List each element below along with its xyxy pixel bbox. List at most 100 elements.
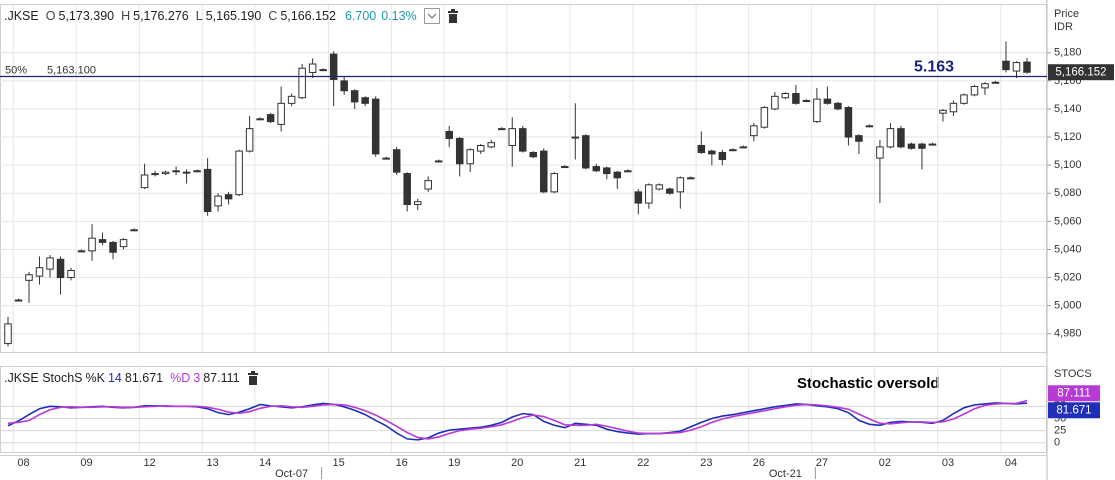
- candle-body: [14, 299, 23, 302]
- k-name: %K: [85, 371, 105, 385]
- candle-body: [350, 90, 359, 103]
- candle-body: [540, 150, 548, 193]
- candle-body: [792, 93, 800, 104]
- y-tick-label: 25: [1054, 425, 1066, 437]
- candle-body: [666, 188, 674, 194]
- x-tick-label: 14: [259, 457, 271, 469]
- candle-body: [708, 150, 716, 155]
- candle-body: [277, 102, 285, 125]
- y-tick-label: 5,000: [1054, 300, 1082, 312]
- header-value: 5,166.152: [280, 9, 336, 23]
- candle-body: [624, 170, 632, 173]
- x-tick-label: 02: [879, 457, 891, 469]
- candle-body: [308, 63, 317, 73]
- candle-body: [603, 167, 611, 175]
- x-tick-label: 03: [942, 457, 954, 469]
- x-tick-label: 04: [1005, 457, 1017, 469]
- stoch-line: [7, 399, 1028, 440]
- candle-body: [434, 160, 443, 163]
- candle-body: [865, 125, 874, 128]
- candle-body: [781, 93, 790, 99]
- stoch-axis-label: STOCS: [1054, 368, 1092, 380]
- x-tick-label: 13: [206, 457, 218, 469]
- candle-body: [529, 152, 538, 158]
- d-value: 87.111: [203, 371, 240, 385]
- candle-body: [130, 229, 138, 232]
- candle-body: [193, 170, 201, 173]
- d-name: %D: [170, 371, 191, 385]
- x-tick-label: 20: [511, 457, 523, 469]
- candle-body: [928, 143, 937, 146]
- delete-button[interactable]: [247, 371, 259, 385]
- y-tick-label: 5,100: [1054, 159, 1082, 171]
- candle-body: [613, 171, 622, 179]
- candle-body: [676, 177, 685, 193]
- y-tick-label: 5,060: [1054, 215, 1082, 227]
- candle-body: [1002, 60, 1010, 71]
- x-tick-label: 19: [448, 457, 460, 469]
- candle-body: [802, 100, 811, 103]
- dropdown-button[interactable]: [423, 8, 440, 24]
- header-key: L: [195, 9, 203, 23]
- candle-body: [886, 128, 895, 148]
- x-tick-label: 09: [80, 457, 92, 469]
- candle-body: [582, 135, 590, 169]
- change-pct: 0.13%: [381, 9, 417, 23]
- candle-body: [939, 109, 947, 114]
- candle-body: [981, 83, 989, 89]
- header-value: 5,173.390: [58, 9, 115, 23]
- candle-body: [518, 128, 527, 152]
- stoch-title: .JKSE StochS: [4, 371, 83, 385]
- header-key: C: [268, 9, 278, 23]
- last-value-label: 81.671: [1056, 404, 1091, 416]
- candle-body: [876, 146, 884, 159]
- candle-body: [455, 137, 464, 165]
- candle-body: [1012, 62, 1021, 72]
- k-value: 81.671: [124, 371, 164, 385]
- candle-body: [88, 237, 96, 252]
- candle-body: [287, 95, 296, 104]
- x-tick-label: 27: [816, 457, 828, 469]
- candle-body: [67, 270, 75, 279]
- candle-body: [119, 239, 128, 248]
- x-tick-label: 12: [143, 457, 155, 469]
- candle-body: [140, 174, 149, 189]
- candle-body: [172, 170, 180, 173]
- candle-body: [445, 130, 453, 139]
- last-price-tag: [1048, 64, 1114, 81]
- header-key: O: [45, 9, 56, 23]
- candle-body: [760, 107, 769, 128]
- candle-body: [476, 144, 485, 152]
- candle-body: [371, 98, 380, 155]
- change: 6.700: [344, 9, 377, 23]
- mark-layer: [0, 41, 1047, 441]
- candle-body: [729, 149, 737, 152]
- y-tick-label: 5,180: [1054, 47, 1082, 59]
- ref-annotation: 5.163: [914, 59, 954, 76]
- candle-body: [750, 125, 758, 137]
- y-tick-label: 5,140: [1054, 103, 1082, 115]
- candle-body: [907, 143, 916, 149]
- candle-body: [151, 173, 159, 176]
- candle-body: [855, 135, 863, 142]
- candle-body: [687, 177, 695, 180]
- candle-body: [561, 166, 569, 169]
- ref-line-value: 5,163.100: [47, 64, 96, 76]
- delete-button[interactable]: [447, 9, 459, 23]
- candle-body: [224, 194, 233, 200]
- candle-body: [592, 166, 601, 172]
- candle-body: [813, 98, 821, 123]
- candle-body: [550, 173, 559, 193]
- candle-body: [77, 250, 86, 253]
- k-period: 14: [107, 371, 122, 385]
- last-value-tag: [1048, 402, 1100, 419]
- candle-body: [361, 97, 369, 104]
- x-month-label: Oct-21: [769, 468, 802, 480]
- y-tick-label: 5,020: [1054, 271, 1082, 283]
- candle-body: [771, 95, 779, 110]
- candle-body: [382, 157, 390, 160]
- candle-body: [918, 143, 926, 149]
- price-header: .JKSE O 5,173.390 H 5,176.276 L 5,165.190 C…: [4, 8, 459, 24]
- candle-body: [203, 168, 212, 213]
- x-tick-label: 16: [396, 457, 408, 469]
